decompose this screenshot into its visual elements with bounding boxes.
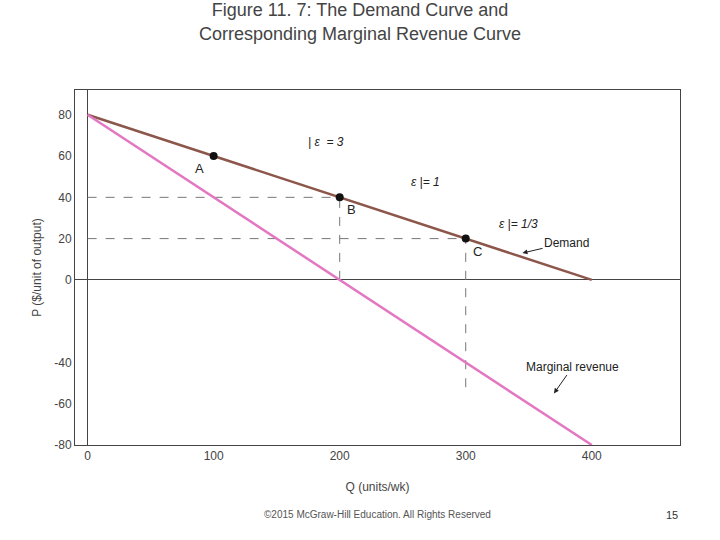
svg-text:80: 80	[58, 108, 72, 122]
svg-text:20: 20	[58, 232, 72, 246]
svg-text:Marginal revenue: Marginal revenue	[526, 360, 619, 374]
svg-text:200: 200	[330, 449, 350, 463]
svg-text:300: 300	[456, 449, 476, 463]
svg-text:-80: -80	[54, 438, 72, 452]
svg-text:C: C	[473, 244, 482, 259]
svg-text:A: A	[195, 161, 204, 176]
svg-text:40: 40	[58, 191, 72, 205]
svg-text:0: 0	[84, 449, 91, 463]
svg-text:0: 0	[65, 273, 72, 287]
svg-text:60: 60	[58, 149, 72, 163]
svg-text:B: B	[347, 202, 356, 217]
svg-text:ε |= 1/3: ε |= 1/3	[499, 217, 538, 231]
svg-text:Q (units/wk): Q (units/wk)	[345, 480, 409, 494]
svg-text:©2015 McGraw-Hill Education. A: ©2015 McGraw-Hill Education. All Rights …	[264, 509, 491, 520]
svg-text:-60: -60	[54, 397, 72, 411]
svg-text:400: 400	[582, 449, 602, 463]
svg-text:| ε = 3: | ε = 3	[308, 135, 344, 149]
svg-text:100: 100	[204, 449, 224, 463]
svg-text:P ($/unit of output): P ($/unit of output)	[30, 218, 44, 317]
svg-text:Demand: Demand	[544, 236, 589, 250]
svg-text:-40: -40	[54, 356, 72, 370]
svg-text:15: 15	[666, 509, 678, 521]
svg-text:Figure 11. 7: The Demand Curve: Figure 11. 7: The Demand Curve andCorres…	[199, 0, 521, 43]
svg-text:ε |= 1: ε |= 1	[411, 175, 440, 189]
